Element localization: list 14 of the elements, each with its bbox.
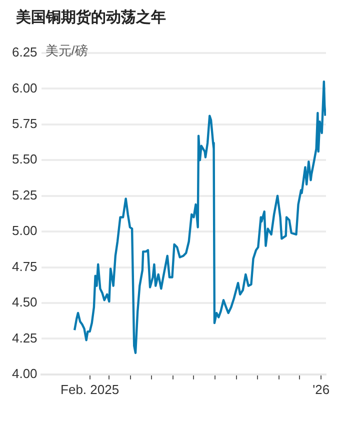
- y-tick-label: 6.00: [12, 80, 38, 96]
- y-tick-label: 5.50: [12, 152, 38, 167]
- y-tick-label: 4.50: [12, 294, 38, 310]
- y-tick-label: 4.00: [12, 366, 38, 381]
- chart-title: 美国铜期货的动荡之年: [16, 8, 167, 27]
- y-tick-label: 4.75: [12, 258, 38, 274]
- y-tick-label: 6.25: [12, 44, 38, 60]
- x-tick-label: '26: [312, 382, 330, 397]
- y-tick-label: 5.25: [12, 187, 38, 202]
- y-tick-label: 5.75: [12, 116, 38, 131]
- y-tick-label: 4.25: [12, 330, 38, 346]
- x-tick-label: Feb. 2025: [60, 382, 120, 397]
- y-tick-label: 5.00: [12, 223, 38, 238]
- y-axis-title: 美元/磅: [45, 43, 88, 59]
